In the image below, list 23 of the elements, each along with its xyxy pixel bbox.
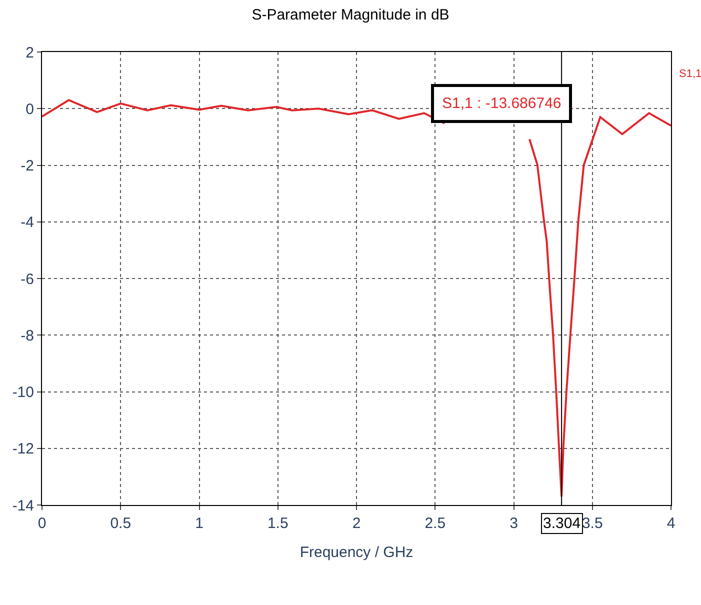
x-tick-label: 1.5 bbox=[267, 515, 288, 532]
x-tick-label: 3.5 bbox=[582, 515, 603, 532]
x-tick-label: 0 bbox=[38, 515, 46, 532]
x-tick-label: 3 bbox=[510, 515, 518, 532]
x-tick-label: 1 bbox=[195, 515, 204, 532]
x-tick-label: 0.5 bbox=[110, 515, 132, 532]
x-tick-label: 4 bbox=[666, 515, 676, 532]
y-tick-label: -14 bbox=[12, 497, 34, 514]
y-tick-label: -4 bbox=[20, 214, 34, 232]
y-tick-label: -6 bbox=[20, 270, 34, 288]
y-tick-label: -2 bbox=[20, 158, 34, 174]
y-tick-label: 2 bbox=[26, 44, 34, 62]
ref-line-label: 3.304 bbox=[543, 515, 581, 532]
y-tick-label: -10 bbox=[12, 384, 34, 401]
y-tick-label: 0 bbox=[26, 100, 34, 118]
x-tick-label: 2.5 bbox=[424, 515, 446, 532]
annotation: S1,1 : -13.686746 bbox=[442, 95, 562, 112]
x-tick-label: 2 bbox=[352, 515, 361, 532]
chart-title: S-Parameter Magnitude in dB bbox=[252, 6, 450, 24]
x-axis-title: Frequency / GHz bbox=[300, 544, 414, 561]
text: S1,1 bbox=[679, 68, 701, 80]
y-tick-label: -12 bbox=[12, 440, 34, 458]
y-tick-label: -8 bbox=[20, 327, 34, 344]
